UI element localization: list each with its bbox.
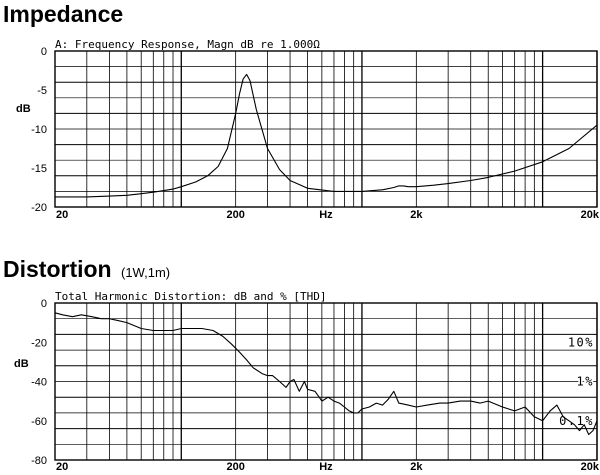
impedance-chart-title: A: Frequency Response, Magn dB re 1.000Ω bbox=[55, 38, 320, 51]
distortion-x-tick-label: 200 bbox=[226, 461, 244, 473]
distortion-x-tick-label: 2k bbox=[410, 461, 423, 473]
distortion-y-tick-label: -40 bbox=[31, 377, 47, 389]
impedance-plot-frame bbox=[54, 50, 598, 208]
impedance-x-tick-label: 2k bbox=[410, 209, 423, 221]
distortion-y-axis-label: dB bbox=[14, 358, 29, 370]
distortion-plot-frame bbox=[54, 302, 598, 461]
impedance-x-tick-label: 20k bbox=[581, 209, 600, 221]
impedance-y-tick-label: 0 bbox=[41, 46, 47, 58]
distortion-y-tick-label: 0 bbox=[41, 298, 47, 310]
impedance-chart: A: Frequency Response, Magn dB re 1.000Ω… bbox=[16, 38, 600, 221]
distortion-y-tick-label: -60 bbox=[31, 416, 47, 428]
distortion-section-title: Distortion (1W,1m) bbox=[3, 258, 170, 281]
distortion-title-text: Distortion bbox=[3, 256, 112, 282]
distortion-y-tick-label: -80 bbox=[31, 455, 47, 467]
distortion-series-line bbox=[54, 312, 598, 436]
distortion-x-tick-label: 20k bbox=[581, 461, 600, 473]
distortion-x-axis-label: Hz bbox=[319, 461, 333, 473]
distortion-x-tick-label: 20 bbox=[56, 461, 68, 473]
impedance-y-tick-label: -10 bbox=[31, 124, 47, 136]
impedance-x-tick-label: 20 bbox=[56, 209, 68, 221]
impedance-section-title: Impedance bbox=[3, 3, 123, 26]
distortion-chart-title: Total Harmonic Distortion: dB and % [THD… bbox=[55, 290, 327, 303]
impedance-y-tick-label: -15 bbox=[31, 163, 47, 175]
distortion-subtitle: (1W,1m) bbox=[121, 265, 171, 280]
distortion-y-tick-label: -20 bbox=[31, 337, 47, 349]
impedance-y-tick-label: -5 bbox=[37, 85, 47, 97]
impedance-series-line bbox=[55, 73, 598, 198]
impedance-title-text: Impedance bbox=[3, 1, 124, 27]
impedance-x-tick-label: 200 bbox=[226, 209, 244, 221]
impedance-x-axis-label: Hz bbox=[319, 209, 333, 221]
impedance-y-tick-label: -20 bbox=[31, 202, 47, 214]
distortion-percent-label: 10% bbox=[568, 335, 594, 349]
impedance-y-axis-label: dB bbox=[16, 103, 31, 115]
distortion-percent-label: 0.1% bbox=[559, 414, 594, 428]
distortion-percent-label: 1% bbox=[577, 375, 594, 389]
